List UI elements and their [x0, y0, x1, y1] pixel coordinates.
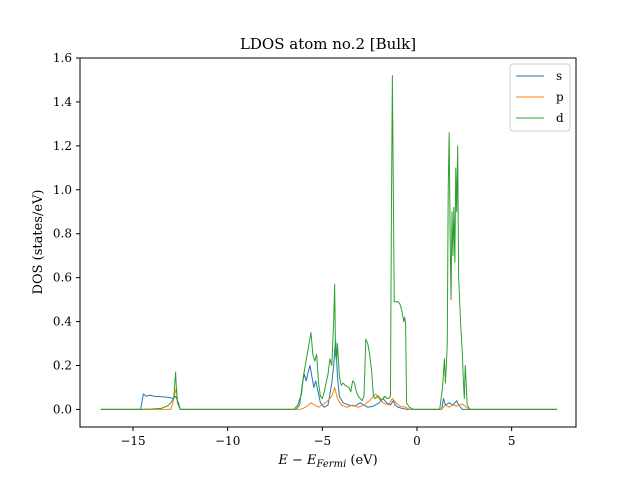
x-axis-label: E − EFermi (eV)	[277, 453, 377, 470]
plot-area	[100, 75, 558, 410]
y-axis-label: DOS (states/eV)	[31, 190, 46, 295]
y-tick-label: 0.6	[53, 271, 72, 285]
legend-label-p: p	[556, 90, 564, 104]
y-axis-ticks: 0.0 0.2 0.4 0.6 0.8 1.0 1.2 1.4 1.6	[53, 51, 80, 416]
x-tick-label: −15	[120, 434, 145, 448]
y-tick-label: 0.2	[53, 359, 72, 373]
series-line-d	[100, 75, 558, 410]
legend-label-d: d	[556, 111, 564, 125]
y-tick-label: 0.0	[53, 402, 72, 416]
y-tick-label: 1.0	[53, 183, 72, 197]
x-axis-label-main: E − E	[277, 453, 317, 468]
x-tick-label: −10	[215, 434, 240, 448]
x-axis-label-subscript: Fermi	[316, 459, 347, 470]
axes-frame	[79, 57, 577, 428]
y-tick-label: 0.8	[53, 227, 72, 241]
y-tick-label: 1.4	[53, 95, 72, 109]
y-tick-label: 1.6	[53, 51, 72, 65]
legend: spd	[509, 63, 571, 132]
x-axis-label-unit: (eV)	[346, 453, 377, 468]
chart-title: LDOS atom no.2 [Bulk]	[240, 35, 416, 53]
legend-label-s: s	[556, 69, 562, 83]
x-tick-label: 0	[413, 434, 421, 448]
x-tick-label: −5	[313, 434, 331, 448]
y-tick-label: 1.2	[53, 139, 72, 153]
x-tick-label: 5	[508, 434, 516, 448]
x-axis-ticks: −15 −10 −5 0 5	[120, 427, 515, 448]
y-tick-label: 0.4	[53, 315, 72, 329]
